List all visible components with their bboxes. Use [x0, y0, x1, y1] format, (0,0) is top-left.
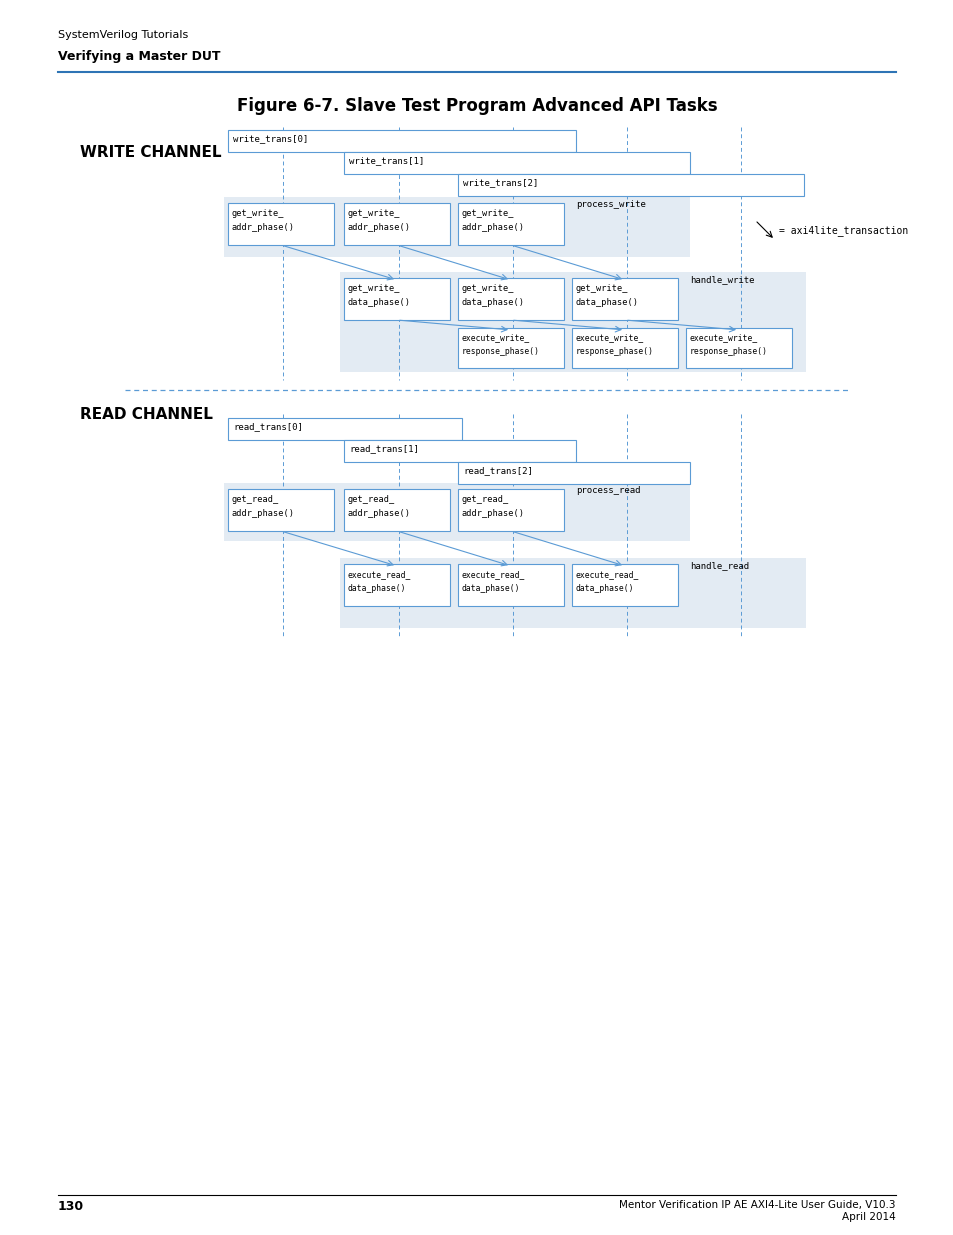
Text: response_phase(): response_phase()	[461, 347, 539, 356]
Text: data_phase(): data_phase()	[461, 298, 524, 308]
Text: read_trans[1]: read_trans[1]	[349, 445, 418, 453]
Text: read_trans[2]: read_trans[2]	[462, 466, 533, 475]
Bar	[228, 203, 334, 245]
Text: handle_write: handle_write	[689, 275, 754, 284]
Text: data_phase(): data_phase()	[576, 584, 634, 593]
Bar	[457, 462, 689, 484]
Text: execute_write_: execute_write_	[689, 333, 758, 342]
Text: write_trans[0]: write_trans[0]	[233, 135, 308, 143]
Text: execute_write_: execute_write_	[576, 333, 643, 342]
Bar	[457, 278, 563, 320]
Text: 130: 130	[58, 1200, 84, 1213]
Text: response_phase(): response_phase()	[576, 347, 654, 356]
Bar	[344, 278, 450, 320]
Text: get_write_: get_write_	[461, 284, 514, 293]
Bar	[457, 564, 563, 606]
Text: write_trans[2]: write_trans[2]	[462, 178, 537, 186]
Text: get_write_: get_write_	[576, 284, 628, 293]
Text: SystemVerilog Tutorials: SystemVerilog Tutorials	[58, 30, 188, 40]
Text: execute_read_: execute_read_	[461, 571, 525, 579]
Text: get_write_: get_write_	[232, 209, 284, 219]
Text: read_trans[0]: read_trans[0]	[233, 422, 302, 431]
Text: data_phase(): data_phase()	[576, 298, 639, 308]
Text: execute_read_: execute_read_	[576, 571, 639, 579]
Bar	[228, 417, 461, 440]
Bar	[344, 489, 450, 531]
Bar	[228, 130, 576, 152]
Text: addr_phase(): addr_phase()	[461, 509, 524, 517]
Bar	[339, 272, 805, 372]
Text: get_read_: get_read_	[461, 495, 509, 504]
Text: data_phase(): data_phase()	[348, 584, 406, 593]
Text: get_write_: get_write_	[348, 284, 400, 293]
Text: data_phase(): data_phase()	[461, 584, 520, 593]
Bar	[457, 174, 803, 196]
Text: execute_write_: execute_write_	[461, 333, 530, 342]
Bar	[572, 564, 678, 606]
Bar	[572, 278, 678, 320]
Text: process_read: process_read	[576, 487, 639, 495]
Text: addr_phase(): addr_phase()	[348, 509, 411, 517]
Text: READ CHANNEL: READ CHANNEL	[80, 408, 213, 422]
Text: write_trans[1]: write_trans[1]	[349, 156, 424, 165]
Text: addr_phase(): addr_phase()	[232, 224, 294, 232]
Bar	[344, 203, 450, 245]
Bar	[685, 329, 791, 368]
Text: get_write_: get_write_	[461, 209, 514, 219]
Bar	[457, 329, 563, 368]
Text: execute_read_: execute_read_	[348, 571, 411, 579]
Bar	[224, 483, 689, 541]
Bar	[344, 152, 689, 174]
Text: response_phase(): response_phase()	[689, 347, 767, 356]
Text: get_write_: get_write_	[348, 209, 400, 219]
Text: handle_read: handle_read	[689, 561, 748, 571]
Text: addr_phase(): addr_phase()	[232, 509, 294, 517]
Text: Figure 6-7. Slave Test Program Advanced API Tasks: Figure 6-7. Slave Test Program Advanced …	[236, 98, 717, 115]
Text: process_write: process_write	[576, 200, 645, 209]
Text: = axi4lite_transaction: = axi4lite_transaction	[779, 225, 907, 236]
Text: data_phase(): data_phase()	[348, 298, 411, 308]
Bar	[457, 489, 563, 531]
Text: addr_phase(): addr_phase()	[348, 224, 411, 232]
Text: get_read_: get_read_	[232, 495, 279, 504]
Bar	[344, 564, 450, 606]
Text: WRITE CHANNEL: WRITE CHANNEL	[80, 144, 221, 161]
Bar	[228, 489, 334, 531]
Bar	[224, 198, 689, 257]
Text: Mentor Verification IP AE AXI4-Lite User Guide, V10.3
April 2014: Mentor Verification IP AE AXI4-Lite User…	[618, 1200, 895, 1221]
Text: addr_phase(): addr_phase()	[461, 224, 524, 232]
Bar	[457, 203, 563, 245]
Bar	[572, 329, 678, 368]
Bar	[339, 558, 805, 629]
Bar	[344, 440, 576, 462]
Text: Verifying a Master DUT: Verifying a Master DUT	[58, 49, 220, 63]
Text: get_read_: get_read_	[348, 495, 395, 504]
